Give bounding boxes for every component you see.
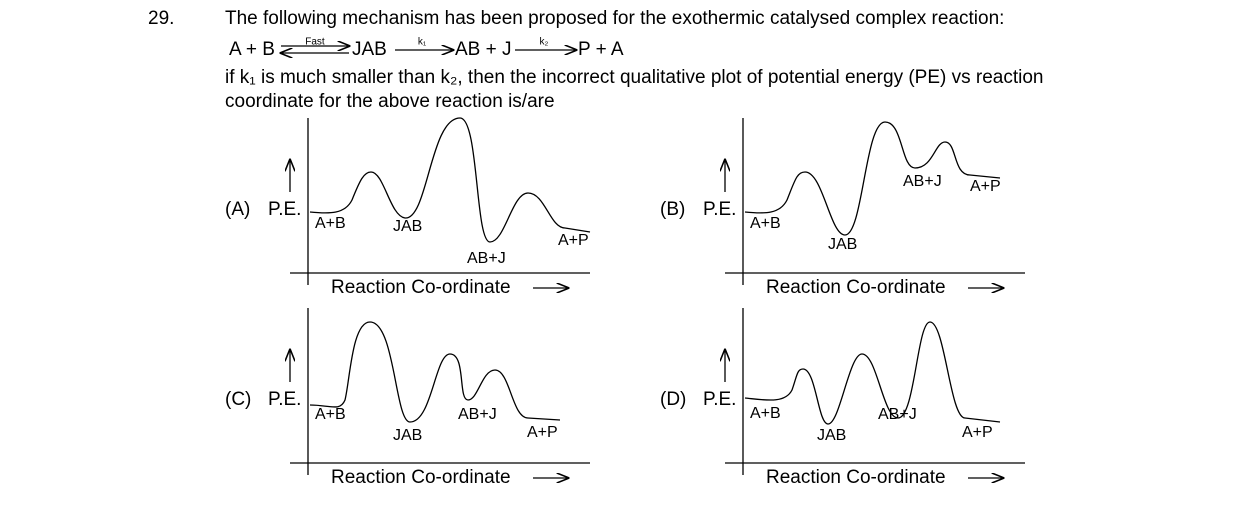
point-label: A+P xyxy=(970,178,1001,195)
axis-label: P.E. xyxy=(703,199,736,220)
option-id: (A) xyxy=(225,199,250,220)
option-id: (D) xyxy=(660,389,686,410)
condition-line: if k₁ is much smaller than k₂, then the … xyxy=(225,67,1044,88)
products: AB + J xyxy=(455,39,512,60)
point-label: A+B xyxy=(750,405,781,422)
point-label: JAB xyxy=(817,427,846,444)
axis-label: P.E. xyxy=(703,389,736,410)
point-label: AB+J xyxy=(878,406,917,423)
x-axis-label: Reaction Co-ordinate xyxy=(766,467,946,488)
point-label: A+P xyxy=(527,424,558,441)
option-plot: (B) P.E. Reaction Co-ordinate A+B JAB AB+J A+P xyxy=(660,118,1025,298)
axis-label: P.E. xyxy=(268,199,301,220)
x-axis-label: Reaction Co-ordinate xyxy=(331,277,511,298)
point-label: AB+J xyxy=(467,250,506,267)
point-label: JAB xyxy=(393,218,422,235)
option-id: (C) xyxy=(225,389,251,410)
energy-curve xyxy=(744,321,1001,425)
step-label: k₁ xyxy=(418,37,427,48)
energy-curve xyxy=(309,117,591,243)
option-plot: (A) P.E. Reaction Co-ordinate A+B JAB AB+J A+P xyxy=(225,117,591,298)
products: P + A xyxy=(578,39,624,60)
point-label: A+B xyxy=(315,406,346,423)
condition-line: coordinate for the above reaction is/are xyxy=(225,91,555,112)
point-label: A+B xyxy=(315,215,346,232)
point-label: A+P xyxy=(962,424,993,441)
point-label: JAB xyxy=(393,427,422,444)
x-axis-label: Reaction Co-ordinate xyxy=(766,277,946,298)
point-label: AB+J xyxy=(458,406,497,423)
step-label: k₂ xyxy=(540,37,549,48)
x-axis-label: Reaction Co-ordinate xyxy=(331,467,511,488)
point-label: JAB xyxy=(828,236,857,253)
question-number: 29. xyxy=(148,8,174,29)
energy-curve xyxy=(309,321,561,423)
option-plot: (D) P.E. Reaction Co-ordinate A+B JAB AB+J A+P xyxy=(660,308,1025,488)
reactants: A + B xyxy=(229,39,275,60)
point-label: A+P xyxy=(558,232,589,249)
point-label: A+B xyxy=(750,215,781,232)
option-id: (B) xyxy=(660,199,685,220)
question-text: The following mechanism has been propose… xyxy=(225,8,1004,29)
point-label: AB+J xyxy=(903,173,942,190)
axis-label: P.E. xyxy=(268,389,301,410)
intermediate: JAB xyxy=(352,39,387,60)
option-plot: (C) P.E. Reaction Co-ordinate A+B JAB AB+J A+P xyxy=(225,308,590,488)
step-label: Fast xyxy=(305,37,325,48)
energy-curve xyxy=(744,121,1001,236)
